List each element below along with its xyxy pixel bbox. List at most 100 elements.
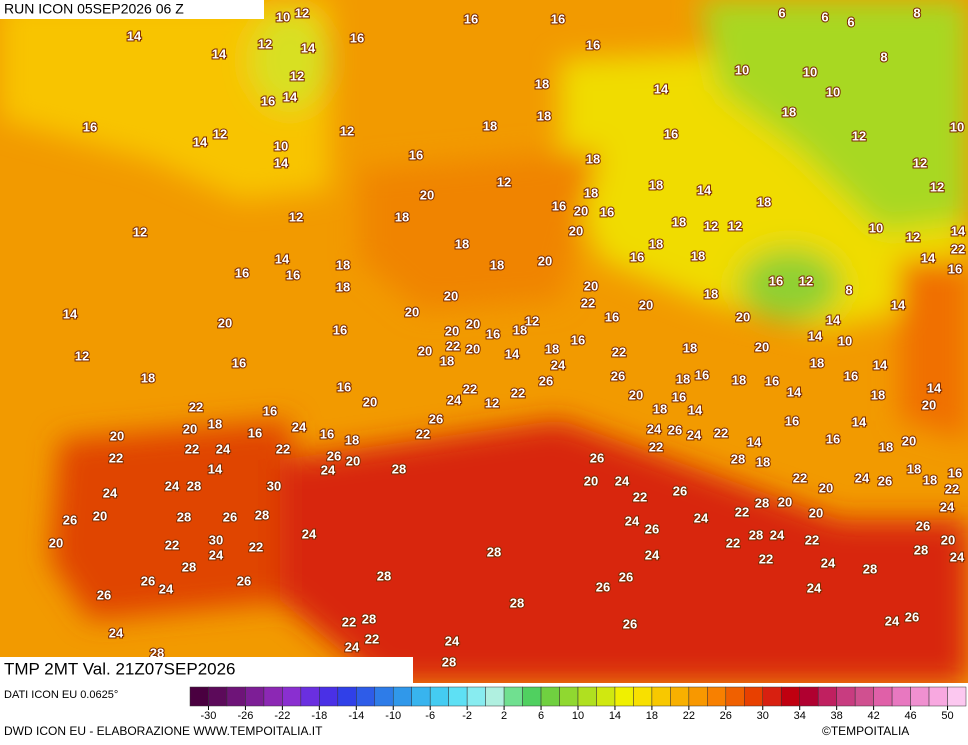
temperature-label: 24 — [302, 526, 317, 541]
colorbar-swatch — [817, 686, 837, 707]
temperature-label: 16 — [844, 368, 858, 383]
temperature-label: 20 — [218, 315, 232, 330]
colorbar-tick-label: 50 — [941, 710, 953, 722]
temperature-label: 14 — [212, 46, 227, 61]
colorbar-swatch — [633, 686, 653, 707]
temperature-label: 16 — [664, 126, 678, 141]
temperature-label: 26 — [619, 569, 633, 584]
temperature-label: 18 — [810, 355, 824, 370]
colorbar-swatch — [614, 686, 634, 707]
colorbar-tick-label: 34 — [794, 710, 806, 722]
temperature-label: 18 — [653, 401, 667, 416]
colorbar-tick-label: 14 — [609, 710, 621, 722]
temperature-label: 12 — [340, 123, 354, 138]
colorbar-tick-label: 42 — [867, 710, 879, 722]
temperature-label: 22 — [945, 481, 959, 496]
colorbar-swatch — [910, 686, 930, 707]
colorbar-swatch — [559, 686, 579, 707]
temperature-label: 22 — [189, 399, 203, 414]
temperature-label: 18 — [440, 353, 454, 368]
temperature-label: 16 — [948, 261, 962, 276]
colorbar-tick-label: 2 — [501, 710, 507, 722]
run-label: RUN ICON 05SEP2026 06 Z — [4, 1, 184, 17]
temperature-label: 12 — [525, 313, 539, 328]
temperature-label: 20 — [809, 505, 823, 520]
colorbar-swatch — [707, 686, 727, 707]
colorbar-tick-label: 38 — [831, 710, 843, 722]
temperature-label: 18 — [672, 214, 686, 229]
temperature-label: 20 — [445, 323, 459, 338]
temperature-label: 6 — [778, 5, 785, 20]
colorbar-swatch — [873, 686, 893, 707]
colorbar-tick-label: -14 — [348, 710, 364, 722]
temperature-label: 18 — [535, 76, 549, 91]
temperature-label: 18 — [513, 322, 527, 337]
temperature-label: 18 — [483, 118, 497, 133]
temperature-label: 26 — [916, 518, 930, 533]
temperature-label: 20 — [736, 309, 750, 324]
colorbar-tick-label: -22 — [274, 710, 290, 722]
temperature-label: 26 — [429, 411, 443, 426]
temperature-label: 20 — [418, 343, 432, 358]
temperature-label: 26 — [905, 609, 919, 624]
temperature-label: 26 — [63, 512, 77, 527]
temperature-label: 20 — [778, 494, 792, 509]
temperature-label: 18 — [490, 257, 504, 272]
colorbar-swatch — [891, 686, 911, 707]
temperature-label: 22 — [793, 470, 807, 485]
temperature-label: 16 — [672, 389, 686, 404]
temperature-label: 18 — [336, 279, 350, 294]
temperature-label: 14 — [275, 251, 290, 266]
temperature-label: 28 — [755, 495, 769, 510]
colorbar-swatch — [429, 686, 449, 707]
colorbar-swatch — [448, 686, 468, 707]
temperature-label: 12 — [704, 218, 718, 233]
colorbar-swatch — [854, 686, 874, 707]
temperature-label: 22 — [249, 539, 263, 554]
temperature-label: 22 — [735, 504, 749, 519]
temperature-label: 24 — [445, 633, 460, 648]
temperature-label: 20 — [922, 397, 936, 412]
temperature-label: 16 — [320, 426, 334, 441]
temperature-label: 16 — [263, 403, 277, 418]
temperature-label: 22 — [109, 450, 123, 465]
temperature-label: 18 — [455, 236, 469, 251]
colorbar-swatch — [485, 686, 505, 707]
temperature-label: 16 — [630, 249, 644, 264]
colorbar-swatch — [226, 686, 246, 707]
temperature-label: 24 — [770, 527, 785, 542]
temperature-label: 24 — [950, 549, 965, 564]
temperature-label: 6 — [847, 14, 854, 29]
temperature-label: 20 — [755, 339, 769, 354]
temperature-label: 18 — [691, 248, 705, 263]
temperature-label: 24 — [447, 392, 462, 407]
temperature-label: 16 — [337, 379, 351, 394]
temperature-label: 14 — [921, 250, 936, 265]
temperature-label: 18 — [683, 340, 697, 355]
temperature-label: 16 — [765, 373, 779, 388]
temperature-label: 18 — [395, 209, 409, 224]
temperature-label: 20 — [420, 187, 434, 202]
temperature-label: 14 — [891, 297, 906, 312]
temperature-label: 14 — [654, 81, 669, 96]
colorbar-tick-label: 26 — [720, 710, 732, 722]
temperature-label: 16 — [769, 273, 783, 288]
colorbar-swatch — [356, 686, 376, 707]
temperature-label: 16 — [948, 465, 962, 480]
temperature-label: 12 — [930, 179, 944, 194]
temperature-label: 16 — [333, 322, 347, 337]
temperature-label: 18 — [584, 185, 598, 200]
temperature-label: 20 — [405, 304, 419, 319]
colorbar-tick-label: -26 — [237, 710, 253, 722]
temperature-label: 22 — [951, 241, 965, 256]
temperature-label: 28 — [914, 542, 928, 557]
temperature-label: 20 — [819, 480, 833, 495]
temperature-label: 8 — [880, 49, 887, 64]
temperature-label: 12 — [75, 348, 89, 363]
temperature-label: 12 — [852, 128, 866, 143]
temperature-label: 20 — [574, 203, 588, 218]
temperature-label: 10 — [838, 333, 852, 348]
temperature-label: 28 — [392, 461, 406, 476]
temperature-label: 14 — [301, 40, 316, 55]
colorbar-swatch — [596, 686, 616, 707]
